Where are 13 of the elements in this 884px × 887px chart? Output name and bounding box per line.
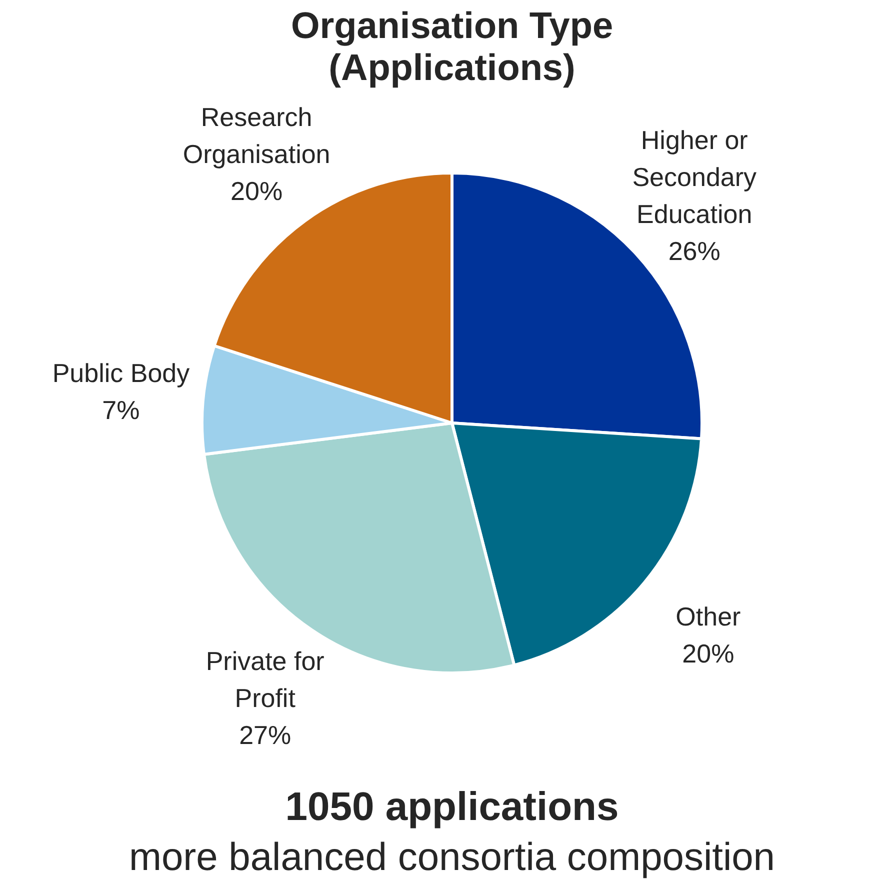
slice-label: Research Organisation (182, 102, 330, 169)
data-label: 26% (668, 236, 720, 266)
data-label: 7% (102, 395, 140, 426)
data-label: 27% (239, 720, 292, 750)
slice-label: Private for Profit (206, 646, 325, 714)
slice-label: Other (676, 601, 742, 632)
slice-label: Public Body (52, 358, 190, 388)
chart-title: Organisation Type (Applications) (290, 5, 614, 88)
text: more balanced consortia composition (128, 836, 776, 879)
text: 1050 applications (285, 785, 619, 829)
data-label: 20% (230, 176, 283, 206)
data-label: 20% (682, 638, 734, 668)
slice-label: Higher or Secondary Education (632, 124, 757, 229)
